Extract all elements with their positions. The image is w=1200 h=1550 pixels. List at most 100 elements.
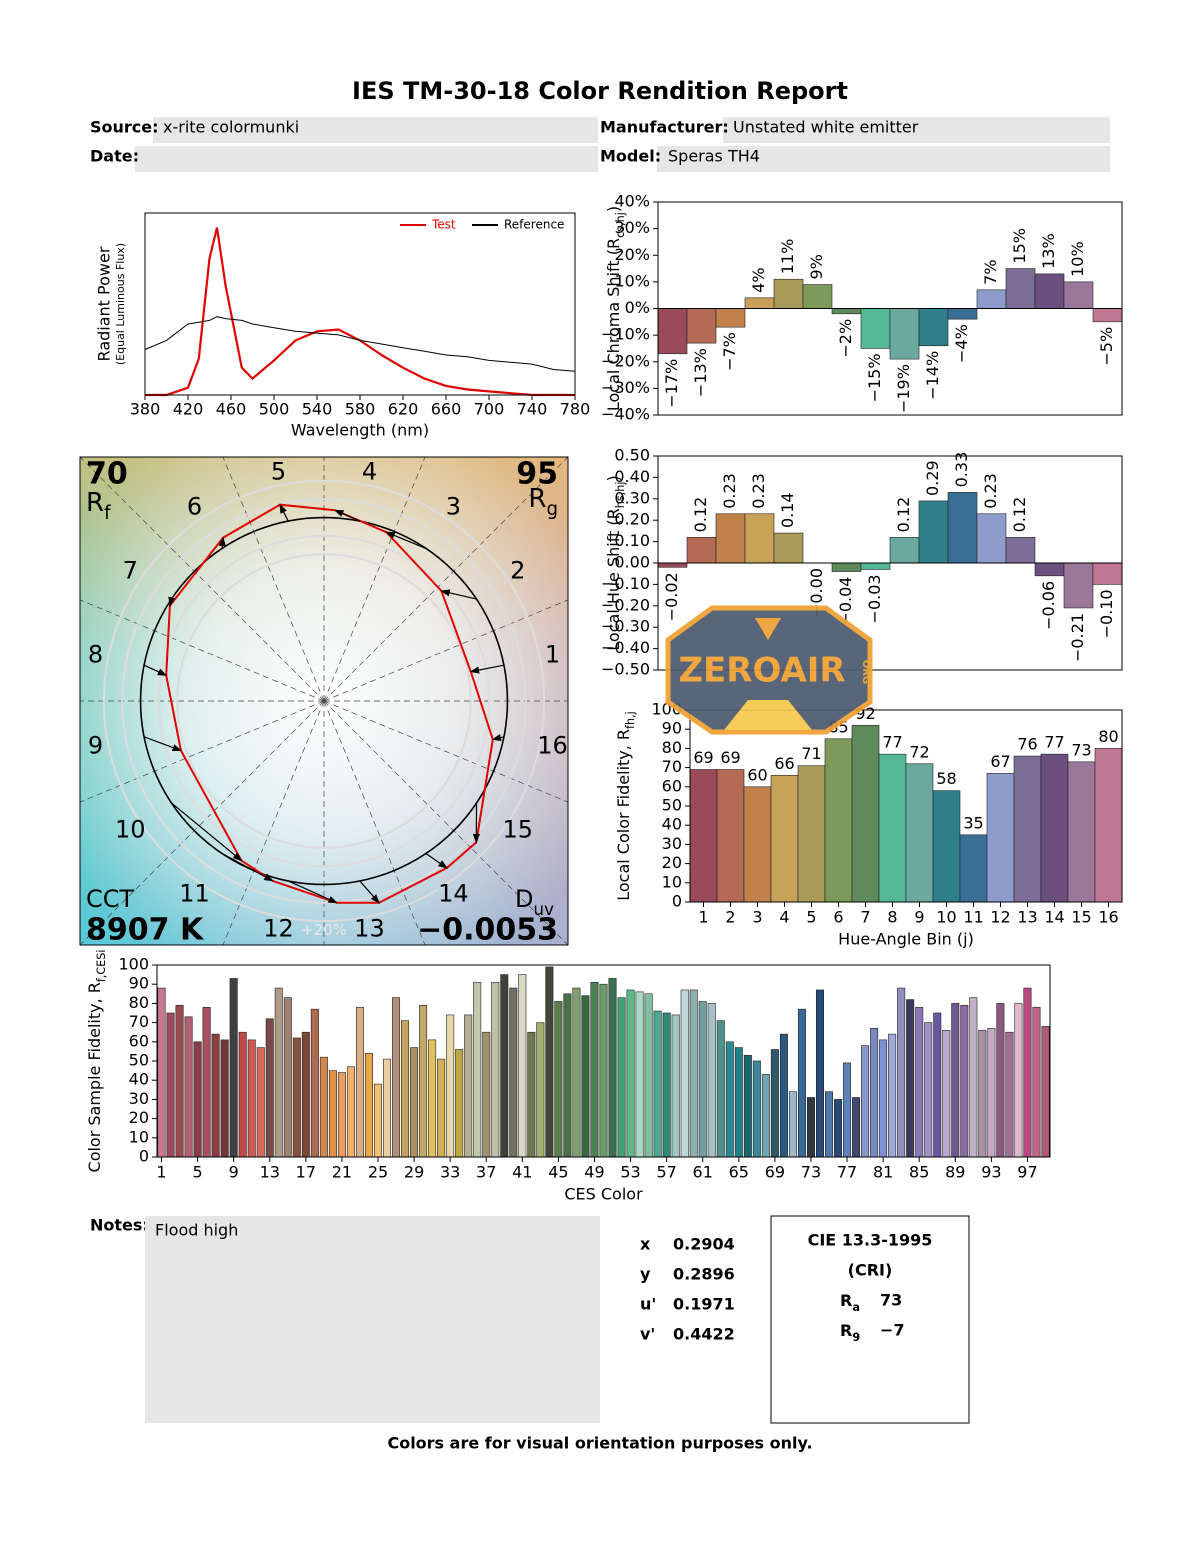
shift-arrow	[491, 734, 505, 742]
bar	[509, 987, 518, 1158]
bar	[897, 987, 906, 1158]
x-tick-label: 5	[806, 908, 816, 927]
value-label: 15%	[1010, 228, 1029, 264]
bar	[662, 1012, 671, 1158]
value-label: 0.12	[1010, 497, 1029, 533]
y-tick-label: −0.50	[601, 660, 650, 679]
x-tick-label: 81	[873, 1163, 893, 1182]
bar	[906, 999, 915, 1158]
bar	[1092, 308, 1123, 323]
bar	[834, 1099, 843, 1158]
bar	[888, 1033, 897, 1158]
bar	[1092, 562, 1123, 585]
x-tick-label: 14	[1044, 908, 1064, 927]
x-tick-label: 8	[887, 908, 897, 927]
watermark-road	[724, 700, 812, 730]
ra-r: R	[840, 1291, 852, 1310]
value-label: 73	[1071, 740, 1091, 759]
chromaticity-label: y	[640, 1265, 651, 1284]
bar	[590, 981, 599, 1158]
bar	[437, 1058, 446, 1158]
bar	[1005, 537, 1036, 564]
bar	[797, 765, 826, 903]
y-tick-label: 50	[662, 796, 682, 815]
x-tick-label: 77	[837, 1163, 857, 1182]
value-label: 77	[882, 733, 902, 752]
value-label: 10%	[1068, 241, 1087, 277]
y-tick-label: 20	[662, 853, 682, 872]
y-axis-label-text: Color Sample Fidelity, R	[85, 982, 104, 1172]
bar	[924, 1022, 933, 1158]
bar	[247, 1039, 256, 1158]
ring	[176, 553, 472, 849]
bar	[715, 308, 746, 328]
y-tick-label: −0.10	[601, 574, 650, 593]
value-label: 67	[990, 752, 1010, 771]
manufacturer-label: Manufacturer:	[600, 118, 729, 137]
bar	[482, 1031, 491, 1158]
bar	[301, 1031, 310, 1158]
bin-label: 13	[354, 915, 385, 943]
y-axis-label-end: )	[604, 475, 623, 481]
bin-label: 2	[510, 557, 525, 585]
chromaticity-value: 0.4422	[673, 1325, 735, 1344]
chromaticity-label: x	[640, 1235, 651, 1254]
y-tick-label: 10%	[614, 271, 650, 290]
bar	[364, 1053, 373, 1158]
x-tick-label: 780	[560, 400, 591, 419]
footer: Colors are for visual orientation purpos…	[387, 1434, 812, 1453]
y-tick-label: 0.00	[614, 553, 650, 572]
bar	[473, 981, 482, 1158]
bar	[734, 1047, 743, 1158]
x-tick-label: 2	[725, 908, 735, 927]
bar	[960, 1005, 969, 1158]
watermark: ZEROAIR ORG	[665, 605, 873, 735]
x-tick-label: 53	[620, 1163, 640, 1182]
bar	[355, 1006, 364, 1158]
y-tick-label: −0.20	[601, 595, 650, 614]
value-label: 9%	[807, 254, 826, 279]
x-tick-label: 73	[801, 1163, 821, 1182]
x-tick-label: 29	[404, 1163, 424, 1182]
bar	[563, 993, 572, 1158]
y-tick-label: −30%	[601, 378, 650, 397]
source-box	[153, 117, 598, 143]
bar	[843, 1062, 852, 1158]
x-tick-label: 740	[517, 400, 548, 419]
bar	[773, 278, 804, 309]
bar	[761, 1074, 770, 1158]
bar	[987, 1028, 996, 1158]
chromaticity-value: 0.1971	[673, 1295, 735, 1314]
bar	[657, 562, 688, 568]
y-tick-label: 90	[662, 719, 682, 738]
duv-value: −0.0053	[417, 913, 558, 948]
ring	[157, 534, 491, 868]
x-tick-label: 380	[130, 400, 161, 419]
bar	[256, 1047, 265, 1158]
manufacturer-value: Unstated white emitter	[733, 118, 919, 137]
bar	[932, 790, 961, 903]
bar	[870, 1028, 879, 1158]
shift-arrow	[143, 736, 183, 752]
x-tick-label: 15	[1071, 908, 1091, 927]
reference-circle	[139, 516, 509, 886]
bar	[1067, 761, 1096, 903]
duv-symbol-symbol: D	[515, 885, 533, 913]
value-label: −4%	[952, 324, 971, 363]
x-tick-label: 700	[474, 400, 505, 419]
date-label: Date:	[90, 147, 139, 166]
y-tick-label: 0	[139, 1147, 149, 1166]
bar	[831, 308, 862, 315]
bar	[1005, 1031, 1014, 1158]
bar	[346, 1066, 355, 1158]
bar	[572, 987, 581, 1158]
series-line	[145, 227, 575, 397]
y-tick-label: −40%	[601, 405, 650, 424]
bar	[274, 987, 283, 1158]
rf-symbol-sub: f	[104, 503, 111, 524]
value-label: 0.33	[952, 452, 971, 488]
bar	[947, 492, 978, 564]
y-axis-label-end: )	[604, 206, 623, 212]
legend-label: Test	[431, 218, 456, 232]
bin-label: 7	[123, 557, 138, 585]
